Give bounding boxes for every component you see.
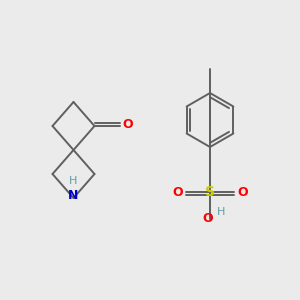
Text: O: O bbox=[237, 185, 248, 199]
Text: H: H bbox=[69, 176, 78, 186]
Text: S: S bbox=[205, 185, 215, 199]
Text: N: N bbox=[68, 189, 79, 202]
Text: O: O bbox=[172, 185, 183, 199]
Text: O: O bbox=[122, 118, 133, 131]
Text: H: H bbox=[217, 207, 226, 218]
Text: O: O bbox=[202, 212, 213, 225]
